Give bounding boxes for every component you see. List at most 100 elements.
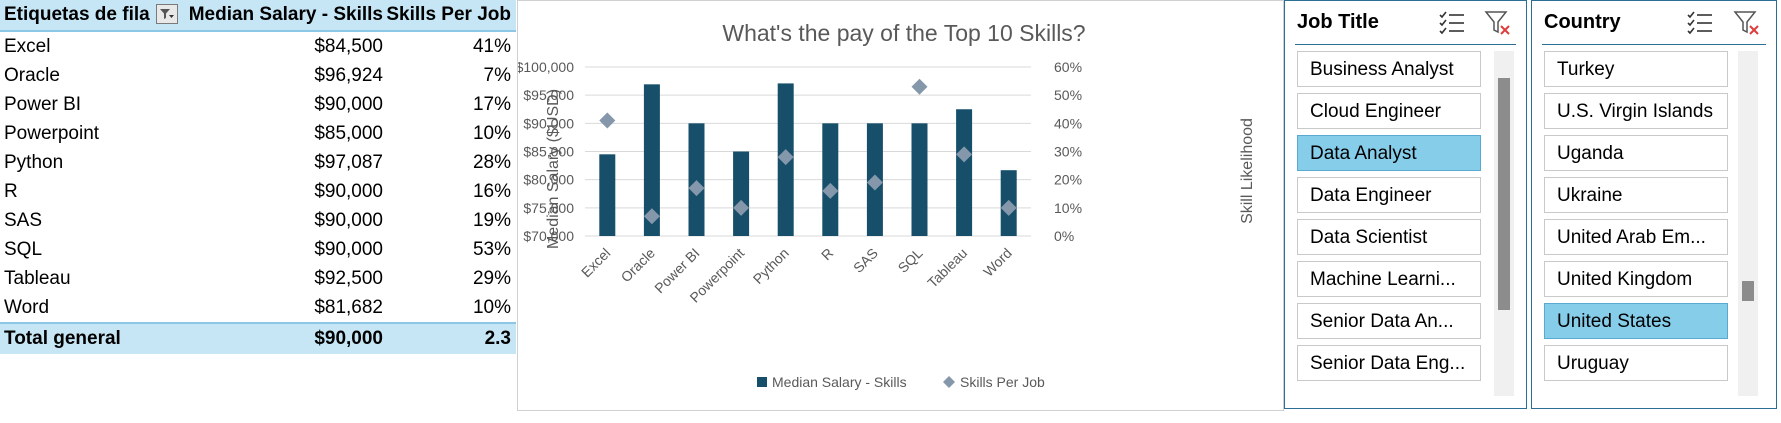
median-salary-cell: $90,000 <box>314 210 383 231</box>
skills-per-job-marker[interactable] <box>956 146 973 163</box>
country-slicer-title: Country <box>1544 11 1621 33</box>
job-title-slicer-item[interactable]: Business Analyst <box>1297 51 1481 87</box>
multi-select-icon[interactable] <box>1438 10 1466 36</box>
skill-label: Powerpoint <box>4 123 100 144</box>
salary-bar[interactable] <box>688 123 705 236</box>
country-slicer-item[interactable]: Ukraine <box>1544 177 1728 213</box>
salary-bar[interactable] <box>733 151 750 237</box>
country-scrollbar[interactable] <box>1738 51 1758 396</box>
y-axis-label: Median Salary ($USD) <box>545 89 562 249</box>
country-slicer-item-label: U.S. Virgin Islands <box>1557 101 1713 122</box>
chart-legend: Median Salary - Skills Skills Per Job <box>757 374 1045 390</box>
x-tick-label: Word <box>980 245 1015 280</box>
median-salary-cell: $90,000 <box>314 239 383 260</box>
job-title-list: Business Analyst Cloud Engineer Data Analy… <box>1285 51 1526 396</box>
multi-select-icon[interactable] <box>1686 10 1714 36</box>
job-title-slicer-title: Job Title <box>1297 11 1379 33</box>
country-slicer-item[interactable]: Turkey <box>1544 51 1728 87</box>
y-tick-label: $85,000 <box>523 144 574 160</box>
skills-per-job-marker[interactable] <box>866 174 883 191</box>
country-slicer-item[interactable]: United Kingdom <box>1544 261 1728 297</box>
y2-tick-label: 40% <box>1054 115 1082 131</box>
total-per-job: 2.3 <box>484 328 511 349</box>
country-list: Turkey U.S. Virgin Islands Uganda Ukraine Un… <box>1532 51 1776 396</box>
median-salary-cell: $84,500 <box>314 36 383 57</box>
total-label: Total general <box>4 328 121 349</box>
skill-label: Python <box>4 152 64 173</box>
skills-per-job-marker[interactable] <box>688 180 705 197</box>
skills-per-job-marker[interactable] <box>733 199 750 216</box>
y2-tick-label: 10% <box>1054 200 1082 216</box>
x-tick-label: SAS <box>850 245 881 276</box>
country-slicer-item[interactable]: United Arab Em... <box>1544 219 1728 255</box>
salary-bar[interactable] <box>911 123 928 236</box>
y2-tick-label: 20% <box>1054 172 1082 188</box>
job-title-slicer-item-label: Data Analyst <box>1310 143 1417 164</box>
y-tick-label: $90,000 <box>523 115 574 131</box>
median-salary-cell: $92,500 <box>314 268 383 289</box>
country-slicer-item[interactable]: United States <box>1544 303 1728 339</box>
skills-per-job-marker[interactable] <box>777 149 794 166</box>
country-slicer-item-label: United States <box>1557 311 1672 332</box>
pivot-row: Tableau $92,500 29% <box>0 264 516 293</box>
job-title-slicer-item[interactable]: Senior Data Eng... <box>1297 345 1481 381</box>
job-title-slicer-item[interactable]: Senior Data An... <box>1297 303 1481 339</box>
job-title-scrollbar[interactable] <box>1494 51 1514 396</box>
y-tick-label: $70,000 <box>523 228 574 244</box>
skills-per-job-cell: 17% <box>472 94 511 115</box>
salary-bar[interactable] <box>599 154 616 236</box>
clear-filter-icon[interactable] <box>1733 9 1761 37</box>
country-slicer-item-label: United Kingdom <box>1557 269 1693 290</box>
pivot-row: SQL $90,000 53% <box>0 235 516 264</box>
chart-title: What's the pay of the Top 10 Skills? <box>722 20 1085 46</box>
job-title-slicer-item[interactable]: Cloud Engineer <box>1297 93 1481 129</box>
x-tick-label: R <box>818 245 836 263</box>
country-scroll-thumb[interactable] <box>1742 281 1754 301</box>
skill-label: Power BI <box>4 94 82 115</box>
job-title-slicer-item[interactable]: Data Scientist <box>1297 219 1481 255</box>
skills-per-job-cell: 53% <box>472 239 511 260</box>
total-median: $90,000 <box>314 328 383 349</box>
job-title-slicer-item-label: Data Engineer <box>1310 185 1432 206</box>
salary-bar[interactable] <box>956 109 973 236</box>
salary-bar[interactable] <box>822 123 839 236</box>
median-salary-header: Median Salary - Skills <box>188 4 383 25</box>
x-tick-label: Tableau <box>924 245 970 291</box>
job-title-slicer-item[interactable]: Data Engineer <box>1297 177 1481 213</box>
job-title-slicer-item[interactable]: Data Analyst <box>1297 135 1481 171</box>
salary-bar[interactable] <box>643 84 660 237</box>
y2-tick-label: 50% <box>1054 87 1082 103</box>
job-title-slicer-item-label: Cloud Engineer <box>1310 101 1441 122</box>
skills-per-job-marker[interactable] <box>911 78 928 95</box>
skills-per-job-marker[interactable] <box>1000 199 1017 216</box>
skill-label: R <box>4 181 18 202</box>
job-title-slicer-item-label: Senior Data Eng... <box>1310 353 1466 374</box>
skills-per-job-marker[interactable] <box>822 182 839 199</box>
legend-diamond-swatch <box>943 376 955 388</box>
y2-tick-label: 30% <box>1054 144 1082 160</box>
median-salary-cell: $90,000 <box>314 181 383 202</box>
country-slicer-item-label: Uruguay <box>1557 353 1629 374</box>
x-tick-label: Oracle <box>618 245 659 286</box>
country-slicer-item[interactable]: U.S. Virgin Islands <box>1544 93 1728 129</box>
country-slicer-item-label: United Arab Em... <box>1557 227 1706 248</box>
job-title-slicer-item-label: Machine Learni... <box>1310 269 1456 290</box>
skill-label: Oracle <box>4 65 60 86</box>
legend-marker-label: Skills Per Job <box>960 374 1045 390</box>
pivot-row: SAS $90,000 19% <box>0 206 516 235</box>
skills-per-job-cell: 10% <box>472 297 511 318</box>
skills-per-job-marker[interactable] <box>599 112 616 129</box>
combo-chart[interactable]: What's the pay of the Top 10 Skills? $70… <box>517 0 1284 411</box>
job-title-slicer-item[interactable]: Machine Learni... <box>1297 261 1481 297</box>
skills-per-job-marker[interactable] <box>643 208 660 225</box>
filter-dropdown-icon[interactable] <box>156 4 178 24</box>
job-title-scroll-thumb[interactable] <box>1498 78 1510 310</box>
country-slicer-item[interactable]: Uganda <box>1544 135 1728 171</box>
clear-filter-icon[interactable] <box>1484 9 1512 37</box>
pivot-row: Python $97,087 28% <box>0 148 516 177</box>
skill-label: Excel <box>4 36 51 57</box>
country-slicer-item-label: Uganda <box>1557 143 1624 164</box>
country-slicer-item[interactable]: Uruguay <box>1544 345 1728 381</box>
legend-bar-swatch <box>757 377 767 387</box>
skill-label: SQL <box>4 239 43 260</box>
